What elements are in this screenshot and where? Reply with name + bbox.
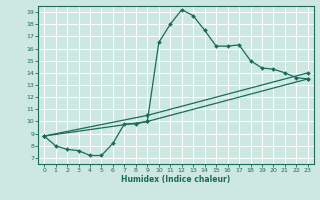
X-axis label: Humidex (Indice chaleur): Humidex (Indice chaleur) (121, 175, 231, 184)
